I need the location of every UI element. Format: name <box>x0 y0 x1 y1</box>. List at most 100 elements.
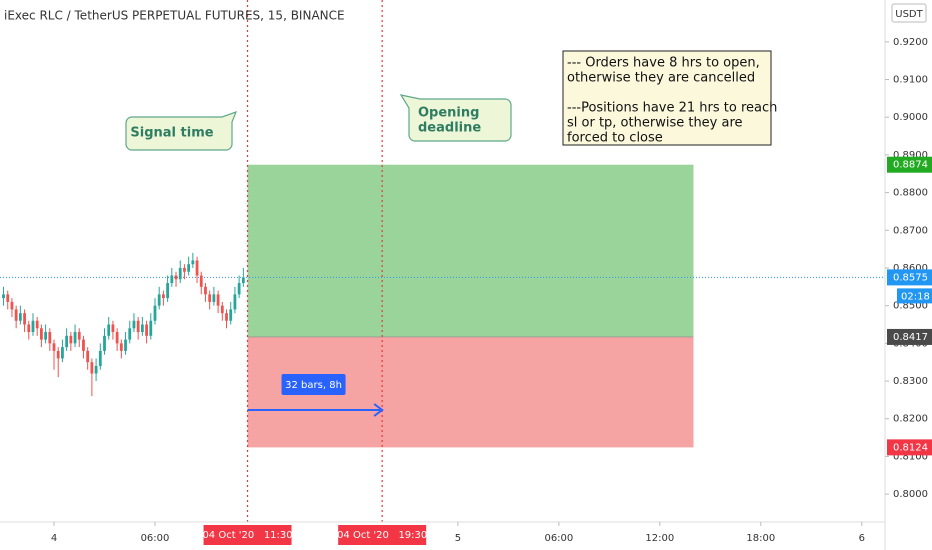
candle-body <box>225 313 228 321</box>
y-tick-label: 0.8000 <box>893 489 928 500</box>
x-tick-label: 6 <box>859 533 865 544</box>
x-tick-label: 06:00 <box>544 533 573 544</box>
deadline-callout <box>399 94 512 142</box>
price-tag-label: 0.8575 <box>893 272 928 283</box>
price-tag-label: 0.8874 <box>893 160 928 171</box>
price-tag <box>887 156 932 173</box>
currency: USDT <box>895 9 923 20</box>
candle-body <box>149 320 153 336</box>
y-tick-label: 0.8200 <box>893 414 928 425</box>
candle-body <box>178 267 182 280</box>
y-tick-label: 0.8600 <box>893 263 928 274</box>
candle-body <box>195 260 199 276</box>
note-line: --- Orders have 8 hrs to open, <box>567 56 760 71</box>
candle-body <box>162 294 165 299</box>
candle-body <box>136 320 140 333</box>
range-label: 32 bars, 8h <box>285 380 342 391</box>
profit-zone <box>247 164 694 337</box>
candle-body <box>82 339 85 351</box>
candle-body <box>65 335 69 348</box>
note-line: ---Positions have 21 hrs to reach <box>567 101 777 116</box>
candle-body <box>10 301 14 310</box>
candle-body <box>229 309 233 321</box>
candle-body <box>86 350 90 363</box>
price-tag-label: 0.8124 <box>893 442 928 453</box>
candle-body <box>233 294 237 310</box>
candle-body <box>94 365 98 374</box>
candle-body <box>44 332 48 340</box>
candle-body <box>216 294 220 306</box>
deadline-annotation: Opening <box>418 106 479 121</box>
note-box <box>562 50 772 146</box>
candle-body <box>237 283 241 295</box>
candle-body <box>132 320 136 329</box>
event-label: 04 Oct '20 11:30 <box>202 530 292 541</box>
y-tick-label: 0.8900 <box>893 150 928 161</box>
candle-body <box>187 264 191 272</box>
candle-body <box>18 313 22 321</box>
y-tick-label: 0.8100 <box>893 451 928 462</box>
candle-body <box>153 305 157 321</box>
candle-body <box>119 343 123 351</box>
y-tick-label: 0.8800 <box>893 188 928 199</box>
candle-body <box>145 324 148 336</box>
candle-body <box>69 335 73 344</box>
candle-body <box>61 347 64 359</box>
note: --- Orders have 8 hrs to open,otherwise … <box>567 56 777 146</box>
x-tick-label: 4 <box>51 533 57 544</box>
candle-body <box>90 362 94 374</box>
signal-callout <box>125 110 238 151</box>
event-label: 04 Oct '20 19:30 <box>337 530 427 541</box>
currency-box[interactable] <box>891 3 927 23</box>
candle-body <box>31 320 35 333</box>
candle-body <box>6 294 10 302</box>
y-tick-label: 0.8300 <box>893 376 928 387</box>
countdown-bg <box>897 288 932 304</box>
countdown: 02:18 <box>901 291 930 302</box>
candle-body <box>157 294 161 306</box>
candle-body <box>204 286 207 295</box>
candle-body <box>73 332 77 344</box>
candle-body <box>140 324 144 333</box>
candle-body <box>220 305 224 314</box>
candle-body <box>111 324 115 333</box>
candle-body <box>48 332 52 344</box>
note-line: otherwise they are cancelled <box>567 71 755 86</box>
price-tag <box>887 328 932 345</box>
candle-body <box>39 328 43 340</box>
note-line: forced to close <box>567 131 663 146</box>
candle-body <box>191 260 195 265</box>
candle-body <box>208 294 212 302</box>
candle-body <box>23 313 26 325</box>
x-tick-label: 06:00 <box>141 533 170 544</box>
candle-body <box>166 283 170 299</box>
y-tick-label: 0.8700 <box>893 225 928 236</box>
chart-title: iExec RLC / TetherUS PERPETUAL FUTURES, … <box>4 9 345 23</box>
event-label-bg <box>338 525 427 545</box>
candle-body <box>183 267 186 272</box>
candle-body <box>52 343 56 351</box>
deadline-annotation: deadline <box>418 121 481 136</box>
x-tick-label: 12:00 <box>645 533 674 544</box>
y-tick-label: 0.9100 <box>893 75 928 86</box>
candle-body <box>35 320 39 329</box>
plot <box>0 0 885 522</box>
y-tick-label: 0.9200 <box>893 37 928 48</box>
candle-body <box>56 350 60 359</box>
candle-body <box>241 277 245 284</box>
price-tag-label: 0.8417 <box>893 332 928 343</box>
candle-body <box>103 335 106 351</box>
candle-body <box>115 332 119 344</box>
range-arrow-head <box>373 403 384 417</box>
candle-body <box>14 309 18 321</box>
y-tick-label: 0.8500 <box>893 301 928 312</box>
candle-body <box>128 328 132 340</box>
x-tick-label: 5 <box>455 533 461 544</box>
candle-body <box>77 332 81 340</box>
candle-body <box>174 275 178 280</box>
price-tag <box>887 269 932 286</box>
candle-body <box>212 294 216 302</box>
y-tick-label: 0.9000 <box>893 112 928 123</box>
candle-body <box>2 294 5 299</box>
note-line: sl or tp, otherwise they are <box>567 116 743 131</box>
